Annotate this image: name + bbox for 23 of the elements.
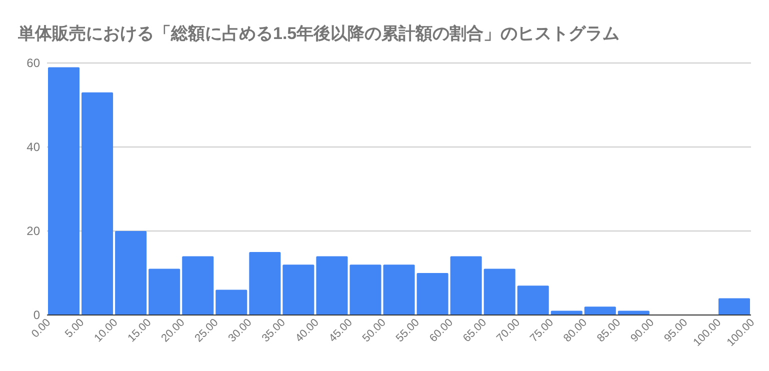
y-tick-label: 60 bbox=[26, 56, 40, 70]
bar bbox=[48, 67, 80, 315]
bar bbox=[584, 306, 616, 315]
bar bbox=[718, 298, 750, 315]
bar bbox=[517, 286, 549, 315]
chart-title: 単体販売における「総額に占める1.5年後以降の累計額の割合」のヒストグラム bbox=[17, 24, 620, 43]
bar bbox=[216, 290, 248, 315]
bar bbox=[416, 273, 448, 315]
bar bbox=[115, 231, 147, 315]
bar bbox=[350, 264, 382, 315]
bar bbox=[282, 264, 314, 315]
bar bbox=[383, 264, 415, 315]
y-tick-label: 0 bbox=[33, 308, 40, 322]
bar bbox=[82, 92, 114, 315]
bar bbox=[316, 256, 348, 315]
bar bbox=[450, 256, 482, 315]
y-tick-label: 40 bbox=[26, 140, 40, 154]
bar bbox=[182, 256, 214, 315]
bar bbox=[148, 268, 180, 315]
bar bbox=[484, 268, 516, 315]
x-tick-label: 5.00 bbox=[63, 316, 87, 340]
bar bbox=[249, 252, 281, 315]
y-tick-label: 20 bbox=[26, 224, 40, 238]
